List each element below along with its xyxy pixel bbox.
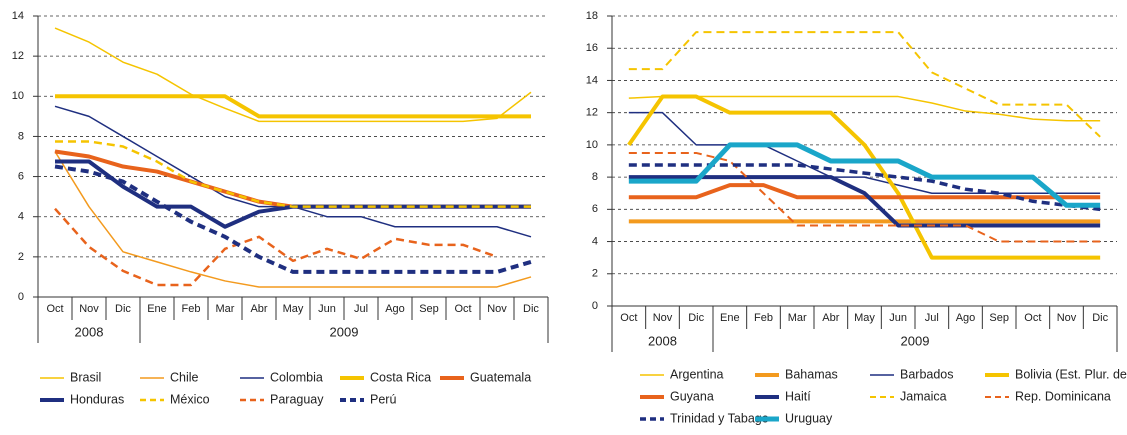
y-tick-label: 4 bbox=[18, 211, 24, 223]
x-tick-label: Dic bbox=[115, 303, 131, 315]
x-tick-label: Mar bbox=[788, 312, 807, 324]
year-label: 2009 bbox=[901, 333, 930, 348]
y-tick-label: 14 bbox=[12, 10, 24, 22]
series-line bbox=[54, 151, 532, 288]
x-tick-label: Abr bbox=[822, 312, 839, 324]
legend-label: Costa Rica bbox=[370, 370, 431, 384]
legend-label: Colombia bbox=[270, 370, 323, 384]
series-line bbox=[627, 94, 1101, 260]
legend-label: Honduras bbox=[70, 392, 124, 406]
x-tick-label: Dic bbox=[688, 312, 704, 324]
y-tick-label: 8 bbox=[592, 171, 598, 183]
y-tick-label: 8 bbox=[18, 130, 24, 142]
legend-label: Bahamas bbox=[785, 367, 838, 381]
x-tick-label: Nov bbox=[1057, 312, 1077, 324]
series-line bbox=[54, 207, 498, 287]
x-tick-label: Oct bbox=[1024, 312, 1041, 324]
series-line bbox=[54, 105, 532, 238]
year-label: 2008 bbox=[648, 333, 677, 348]
x-tick-label: Dic bbox=[1092, 312, 1108, 324]
y-tick-label: 2 bbox=[592, 268, 598, 280]
x-tick-label: May bbox=[283, 303, 304, 315]
y-tick-label: 0 bbox=[18, 291, 24, 303]
legend-label: Argentina bbox=[670, 367, 724, 381]
legend-label: México bbox=[170, 392, 210, 406]
legend-label: Rep. Dominicana bbox=[1015, 389, 1111, 403]
y-tick-label: 12 bbox=[586, 107, 598, 119]
x-tick-label: Oct bbox=[454, 303, 471, 315]
x-tick-label: Jul bbox=[925, 312, 939, 324]
y-tick-label: 6 bbox=[592, 203, 598, 215]
x-tick-label: Ene bbox=[720, 312, 740, 324]
legend-label: Haití bbox=[785, 389, 811, 403]
x-tick-label: Ago bbox=[385, 303, 405, 315]
x-tick-label: Jun bbox=[318, 303, 336, 315]
y-tick-label: 10 bbox=[12, 90, 24, 102]
series-line bbox=[628, 142, 1101, 208]
legend-label: Bolivia (Est. Plur. de) bbox=[1015, 367, 1127, 381]
y-tick-label: 4 bbox=[592, 235, 598, 247]
series-line bbox=[628, 175, 1101, 228]
x-tick-label: Nov bbox=[487, 303, 507, 315]
series-line bbox=[628, 95, 1101, 122]
legend-label: Chile bbox=[170, 370, 199, 384]
x-tick-label: Nov bbox=[653, 312, 673, 324]
x-tick-label: Feb bbox=[754, 312, 773, 324]
series-line bbox=[628, 163, 1101, 212]
x-tick-label: Jun bbox=[889, 312, 907, 324]
legend-label: Paraguay bbox=[270, 392, 324, 406]
legend-label: Guatemala bbox=[470, 370, 531, 384]
legend-label: Perú bbox=[370, 392, 396, 406]
x-tick-label: Oct bbox=[620, 312, 637, 324]
legend-label: Trinidad y Tabago bbox=[670, 411, 769, 425]
y-tick-label: 12 bbox=[12, 50, 24, 62]
x-tick-label: Abr bbox=[250, 303, 267, 315]
x-tick-label: Feb bbox=[182, 303, 201, 315]
y-tick-label: 6 bbox=[18, 170, 24, 182]
legend-label: Brasil bbox=[70, 370, 101, 384]
series-line bbox=[54, 27, 532, 123]
x-tick-label: Nov bbox=[79, 303, 99, 315]
x-tick-label: Oct bbox=[46, 303, 63, 315]
legend-label: Barbados bbox=[900, 367, 954, 381]
series-line bbox=[55, 140, 531, 208]
year-label: 2008 bbox=[75, 324, 104, 339]
series-line bbox=[55, 94, 531, 119]
x-tick-label: May bbox=[854, 312, 875, 324]
series-line bbox=[54, 149, 531, 209]
legend-label: Uruguay bbox=[785, 411, 833, 425]
y-tick-label: 10 bbox=[586, 139, 598, 151]
series-line bbox=[628, 31, 1101, 138]
x-tick-label: Mar bbox=[216, 303, 235, 315]
x-tick-label: Sep bbox=[419, 303, 439, 315]
x-tick-label: Sep bbox=[989, 312, 1009, 324]
x-tick-label: Dic bbox=[523, 303, 539, 315]
legend-label: Jamaica bbox=[900, 389, 947, 403]
legend-label: Guyana bbox=[670, 389, 714, 403]
x-tick-label: Ene bbox=[147, 303, 167, 315]
y-tick-label: 14 bbox=[586, 74, 598, 86]
x-tick-label: Jul bbox=[354, 303, 368, 315]
y-tick-label: 18 bbox=[586, 10, 598, 22]
series-line bbox=[628, 151, 1101, 243]
series-line bbox=[628, 111, 1101, 194]
x-tick-label: Ago bbox=[956, 312, 976, 324]
y-tick-label: 2 bbox=[18, 251, 24, 263]
series-line bbox=[54, 164, 532, 274]
y-tick-label: 16 bbox=[586, 42, 598, 54]
year-label: 2009 bbox=[330, 324, 359, 339]
y-tick-label: 0 bbox=[592, 300, 598, 312]
